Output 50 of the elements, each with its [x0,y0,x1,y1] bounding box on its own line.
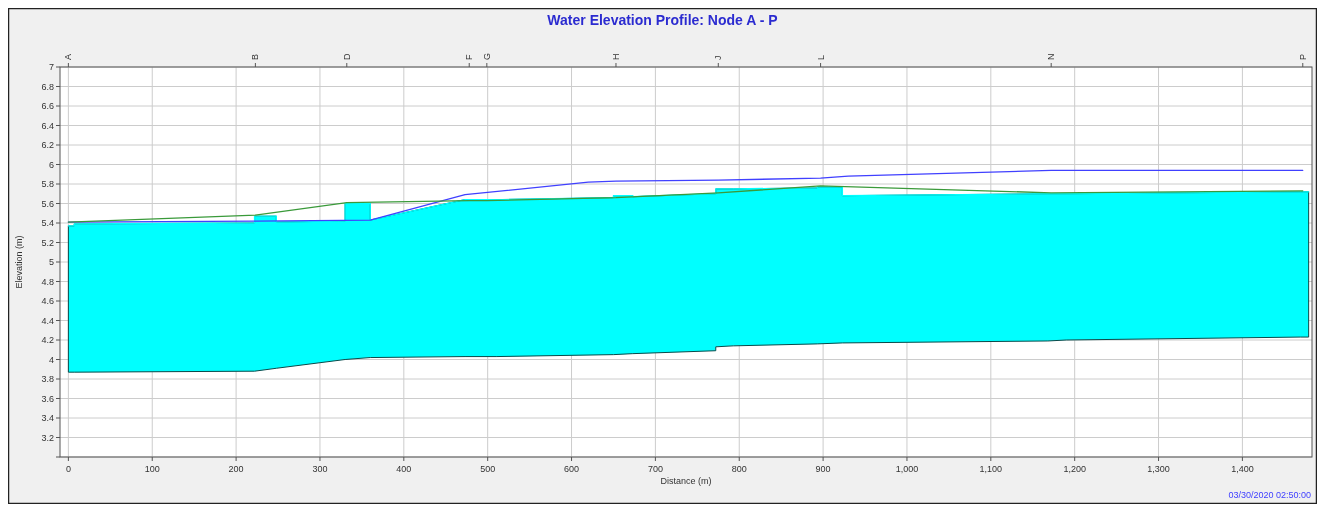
x-axis-title: Distance (m) [660,476,712,486]
text: 03/30/2020 02:50:00 [1228,490,1311,500]
y-tick-label: 4.8 [41,276,54,287]
text: G [481,52,492,60]
line-series [67,185,1304,223]
x-tick-label: 1,100 [979,464,1003,474]
y-tick-label: 6.6 [41,101,54,111]
text: D [341,53,352,60]
y-tick-label: 6.2 [41,140,54,150]
text: F [464,54,475,60]
x-tick-label: 200 [228,464,244,474]
y-tick-label: 3.8 [41,374,54,384]
y-axis-title: Elevation (m) [14,235,24,289]
x-tick-label: 700 [647,464,663,474]
x-tick-label: 500 [480,464,496,474]
text: B [250,53,261,60]
y-tick-label: 5.2 [41,237,54,248]
x-tick-label: 1,000 [895,464,919,474]
y-tick-label: 3.4 [41,413,54,423]
y-tick-label: 5.4 [41,218,54,228]
x-tick-label: 100 [144,464,160,474]
y-tick-label: 5 [48,257,54,267]
text: L [815,54,826,60]
chart-title: Water Elevation Profile: Node A - P [547,12,778,28]
x-tick-label: 400 [396,464,412,474]
x-tick-label: 1,200 [1063,464,1086,474]
x-tick-label: 900 [815,464,831,474]
x-tick-label: 1,300 [1147,464,1170,474]
x-tick-label: 600 [564,464,580,474]
y-tick-label: 4 [48,354,54,365]
text: N [1046,53,1057,60]
x-tick-label: 800 [731,464,747,474]
y-tick-label: 3.6 [41,393,54,404]
text: A [63,53,74,60]
y-tick-label: 4.4 [41,315,54,326]
y-tick-label: 6.4 [41,120,54,131]
y-tick-label: 4.2 [41,335,54,345]
y-tick-label: 4.6 [41,296,54,306]
x-tick-label: 300 [312,464,328,474]
text: H [610,53,621,60]
y-tick-label: 7 [48,62,54,72]
y-tick-label: 5.8 [41,179,54,189]
x-tick-label: 1,400 [1231,464,1254,474]
y-tick-label: 6 [48,159,54,170]
y-tick-label: 5.6 [41,198,54,209]
y-tick-label: 6.8 [41,81,54,92]
x-tick-label: 0 [65,464,71,474]
text: P [1297,53,1308,60]
y-tick-label: 3.2 [41,432,54,443]
text: J [713,55,724,60]
